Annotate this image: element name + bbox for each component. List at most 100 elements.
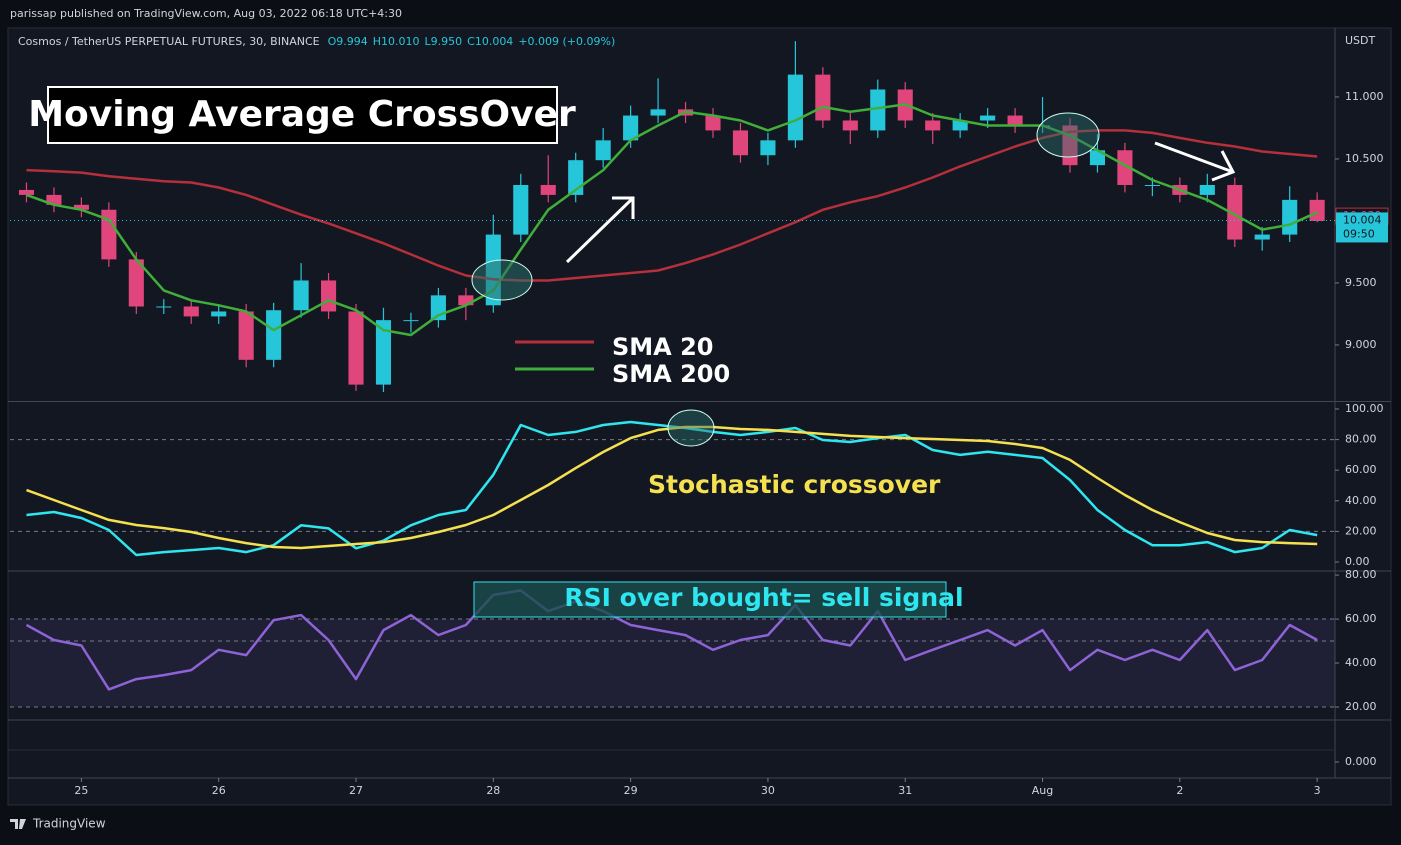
ohlc-value: H10.010 [373,35,420,48]
footer-brand: TradingView [32,817,106,831]
x-tick-label: 29 [624,784,638,797]
legend-label: SMA 20 [612,333,714,361]
candle-body [156,306,172,308]
y-tick-label: 10.500 [1345,152,1384,165]
x-tick-label: 30 [761,784,775,797]
countdown-label: 09:50 [1343,227,1375,240]
annotation: Stochastic crossover [648,470,941,499]
x-tick-label: 27 [349,784,363,797]
candle-body [128,259,144,307]
candle-body [623,115,639,141]
series-line [25,589,1318,691]
candle-body [46,194,62,205]
candle-body [787,74,803,141]
candle-body [1309,199,1325,221]
arrow-up [565,196,635,264]
crossover-highlight [1036,112,1100,158]
x-tick-label: Aug [1032,784,1053,797]
candle-body [760,140,776,156]
marks: 25262728293031Aug239.0009.50010.00010.50… [10,41,1389,797]
y-tick-label: 60.00 [1345,463,1377,476]
candle-body [925,120,941,131]
x-tick-label: 25 [74,784,88,797]
candle-body [540,184,556,195]
y-tick-label: 80.00 [1345,433,1377,446]
candle-body [18,189,35,195]
y-tick-label: 40.00 [1345,494,1377,507]
ohlc-value: L9.950 [425,35,463,48]
y-tick-label: 0.000 [1345,755,1377,768]
candle-body [952,120,968,131]
candle-body [842,120,858,131]
candle-body [348,311,364,385]
candle-body [595,140,611,161]
x-tick-label: 31 [898,784,912,797]
x-tick-label: 3 [1314,784,1321,797]
axis-unit: USDT [1345,34,1376,47]
symbol-legend: Cosmos / TetherUS PERPETUAL FUTURES, 30,… [18,35,615,48]
brand-logo [10,819,26,829]
y-tick-label: 9.000 [1345,338,1377,351]
candle-body [1227,184,1243,240]
candle-body [458,295,474,306]
x-tick-label: 26 [212,784,226,797]
series-line [26,103,1318,337]
candle-body [238,311,254,360]
y-tick-label: 40.00 [1345,656,1377,669]
last-price-label: 10.004 [1343,213,1382,226]
annotation: RSI over bought= sell signal [564,583,963,612]
candle-body [211,311,227,317]
crossover-highlight [667,409,715,447]
candle-body [183,306,199,317]
candle-body [1199,184,1215,195]
ohlc-value: C10.004 [467,35,513,48]
candle-body [73,204,89,210]
candle-body [1117,150,1133,185]
series-line [26,425,1318,550]
legend-label: SMA 200 [612,360,730,388]
candle-body [1144,184,1160,186]
chart-title: Moving Average CrossOver [28,94,576,135]
annotation-box [473,581,947,618]
series-line [26,129,1318,282]
candle-body [293,280,309,311]
candle-body [732,130,749,156]
candle-body [513,184,529,235]
candle-body [1254,234,1270,240]
candle-body [1282,199,1298,235]
y-tick-label: 100.00 [1345,402,1384,415]
published-line: parissap published on TradingView.com, A… [10,7,402,20]
y-tick-label: 0.00 [1345,555,1370,568]
last-price-tag [1336,212,1388,243]
candle-body [870,89,886,131]
candle-body [650,109,666,116]
title-box [47,86,558,144]
candle-body [403,320,419,322]
y-tick-label: 80.00 [1345,568,1377,581]
candle-body [815,74,831,121]
y-tick-label: 20.00 [1345,700,1377,713]
candle-body [101,209,117,260]
candle-body [320,280,337,312]
series-line [26,420,1318,557]
candle-body [1007,115,1023,126]
candle-body [980,115,996,121]
chart-frame [7,27,1392,806]
candle-body [1062,125,1078,166]
candle-body [266,310,282,360]
arrows [565,141,1236,264]
candle-body [1089,150,1106,166]
candle-body [705,115,721,131]
y-tick-label: 20.00 [1345,524,1377,537]
ohlc-value: O9.994 [328,35,368,48]
crossover-highlight [471,259,533,301]
y-tick-label: 9.500 [1345,276,1377,289]
x-tick-label: 28 [486,784,500,797]
x-tick-label: 2 [1176,784,1183,797]
arrow-down [1154,141,1236,182]
y-tick-label: 11.000 [1345,90,1384,103]
y-tick-label: 60.00 [1345,612,1377,625]
ohlc-change: +0.009 (+0.09%) [518,35,615,48]
